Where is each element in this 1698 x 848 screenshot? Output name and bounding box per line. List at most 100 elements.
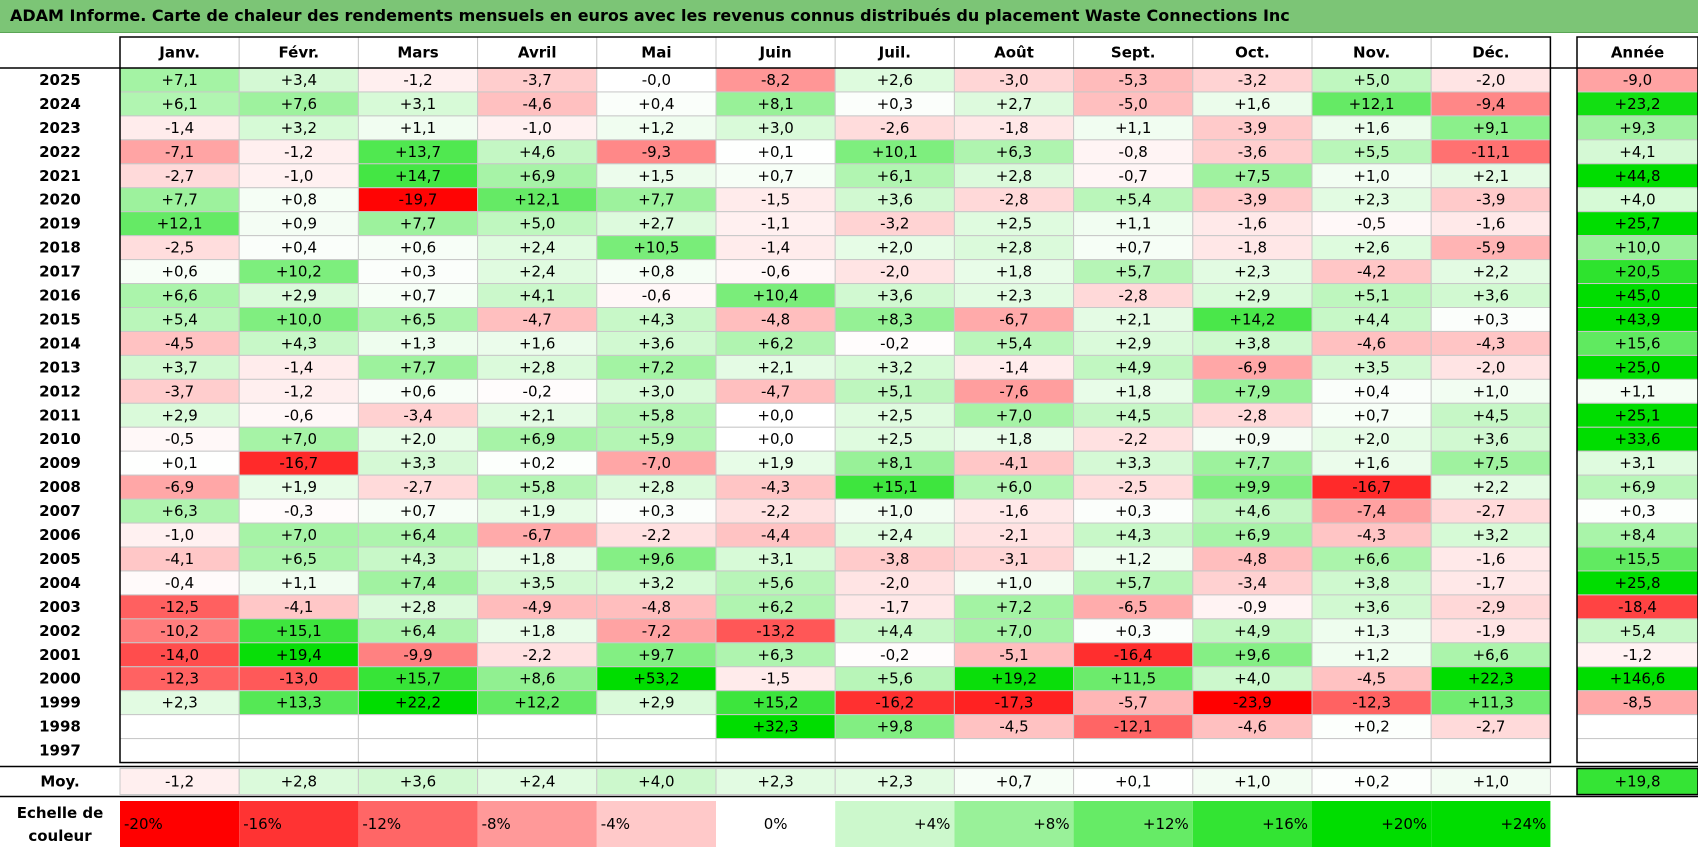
heatmap-cell-value: +2,1 bbox=[1115, 310, 1151, 328]
month-header: Avril bbox=[518, 44, 557, 62]
heatmap-cell-value: -3,4 bbox=[1238, 574, 1267, 592]
avg-cell-value: +0,1 bbox=[1115, 773, 1151, 791]
heatmap-cell-value: -4,9 bbox=[523, 598, 552, 616]
heatmap-cell-value: +2,0 bbox=[400, 430, 436, 448]
heatmap-cell-value: -3,6 bbox=[1238, 143, 1267, 161]
heatmap-cell-value: +4,5 bbox=[1473, 406, 1509, 424]
heatmap-cell-value: -1,1 bbox=[761, 215, 790, 233]
heatmap-cell-value: -12,3 bbox=[1352, 694, 1391, 712]
annual-cell-value: +1,1 bbox=[1619, 382, 1655, 400]
annual-cell-value: +33,6 bbox=[1615, 430, 1661, 448]
heatmap-cell-value: +0,7 bbox=[400, 502, 436, 520]
annual-cell-value: +146,6 bbox=[1610, 670, 1666, 688]
heatmap-cell-value: -2,8 bbox=[1238, 406, 1267, 424]
avg-cell-value: +2,3 bbox=[757, 773, 793, 791]
heatmap-cell-value: +1,0 bbox=[1473, 382, 1509, 400]
year-label: 2002 bbox=[39, 622, 81, 640]
heatmap-cell-value: +2,6 bbox=[877, 71, 913, 89]
heatmap-cell-value: +1,2 bbox=[1115, 550, 1151, 568]
heatmap-cell-value: +1,6 bbox=[1353, 454, 1389, 472]
heatmap-cell-value: +13,7 bbox=[395, 143, 441, 161]
heatmap-cell-value: +1,1 bbox=[1115, 215, 1151, 233]
year-label: 2018 bbox=[39, 239, 81, 257]
month-header-cell bbox=[119, 36, 240, 69]
annual-cell-value: +25,1 bbox=[1615, 406, 1661, 424]
heatmap-cell-value: +2,3 bbox=[161, 694, 197, 712]
year-label: 2015 bbox=[39, 310, 81, 328]
heatmap-cell-value: -2,0 bbox=[1476, 358, 1505, 376]
heatmap-cell-value: +1,9 bbox=[757, 454, 793, 472]
heatmap-cell-value: +4,9 bbox=[1234, 622, 1270, 640]
avg-cell-value: +3,6 bbox=[400, 773, 436, 791]
heatmap-cell-value: -2,7 bbox=[1476, 502, 1505, 520]
month-header: Mars bbox=[397, 44, 438, 62]
heatmap-cell bbox=[596, 738, 717, 764]
heatmap-cell-value: +0,9 bbox=[281, 215, 317, 233]
month-header: Sept. bbox=[1111, 44, 1156, 62]
heatmap-cell-value: -0,2 bbox=[880, 646, 909, 664]
avg-cell bbox=[596, 768, 717, 796]
heatmap-cell-value: +4,6 bbox=[1234, 502, 1270, 520]
heatmap-cell-value: +5,1 bbox=[877, 382, 913, 400]
heatmap-cell-value: +1,5 bbox=[638, 167, 674, 185]
heatmap-cell-value: +1,2 bbox=[1353, 646, 1389, 664]
heatmap-cell-value: +4,6 bbox=[519, 143, 555, 161]
heatmap-cell-value: +13,3 bbox=[276, 694, 322, 712]
heatmap-cell-value: -1,4 bbox=[284, 358, 313, 376]
scale-swatch-label: +4% bbox=[914, 815, 950, 833]
heatmap-cell-value: +0,3 bbox=[638, 502, 674, 520]
annual-cell-value: -8,5 bbox=[1623, 694, 1652, 712]
heatmap-cell-value: -0,5 bbox=[165, 430, 194, 448]
heatmap-cell-value: +1,1 bbox=[400, 119, 436, 137]
heatmap-cell-value: +22,3 bbox=[1468, 670, 1514, 688]
year-label: 1997 bbox=[39, 742, 81, 760]
heatmap-cell-value: +5,7 bbox=[1115, 574, 1151, 592]
avg-cell bbox=[119, 768, 240, 796]
year-label: 2000 bbox=[39, 670, 81, 688]
annual-cell-value: +45,0 bbox=[1615, 287, 1661, 305]
heatmap-cell-value: +3,3 bbox=[1115, 454, 1151, 472]
scale-swatch bbox=[1073, 801, 1193, 847]
heatmap-cell-value: -2,8 bbox=[999, 191, 1028, 209]
year-label: 2011 bbox=[39, 406, 81, 424]
scale-swatch-label: +12% bbox=[1143, 815, 1189, 833]
heatmap-cell-value: -0,3 bbox=[284, 502, 313, 520]
heatmap-cell-value: -3,2 bbox=[880, 215, 909, 233]
heatmap-cell-value: +0,3 bbox=[1115, 502, 1151, 520]
heatmap-cell-value: +1,8 bbox=[996, 263, 1032, 281]
month-header: Mai bbox=[641, 44, 671, 62]
scale-label: Echelle de bbox=[17, 804, 104, 822]
heatmap-cell-value: -7,2 bbox=[642, 622, 671, 640]
heatmap-cell-value: +2,3 bbox=[996, 287, 1032, 305]
year-label: 2001 bbox=[39, 646, 81, 664]
month-header-cell bbox=[834, 36, 955, 69]
heatmap-cell-value: +4,4 bbox=[877, 622, 913, 640]
heatmap-cell-value: -1,2 bbox=[284, 143, 313, 161]
month-header: Janv. bbox=[158, 44, 200, 62]
avg-cell-value: +2,4 bbox=[519, 773, 555, 791]
heatmap-cell-value: +6,6 bbox=[1473, 646, 1509, 664]
heatmap-cell-value: +2,0 bbox=[1353, 430, 1389, 448]
heatmap-cell-value: +0,3 bbox=[400, 263, 436, 281]
heatmap-cell-value: +7,5 bbox=[1473, 454, 1509, 472]
annual-cell-value: +0,3 bbox=[1619, 502, 1655, 520]
scale-swatch bbox=[1192, 801, 1312, 847]
heatmap-cell-value: +4,3 bbox=[1115, 526, 1151, 544]
heatmap-cell-value: +5,6 bbox=[757, 574, 793, 592]
heatmap-cell-value: -3,8 bbox=[880, 550, 909, 568]
heatmap-cell-value: +2,9 bbox=[281, 287, 317, 305]
heatmap-cell-value: -1,4 bbox=[165, 119, 194, 137]
heatmap-cell-value: +12,1 bbox=[514, 191, 560, 209]
annual-cell-value: -9,0 bbox=[1623, 71, 1652, 89]
heatmap-cell-value: -7,6 bbox=[999, 382, 1028, 400]
avg-cell-value: +0,2 bbox=[1353, 773, 1389, 791]
year-label: 2005 bbox=[39, 550, 81, 568]
annual-cell-value: +15,5 bbox=[1615, 550, 1661, 568]
scale-swatch bbox=[835, 801, 955, 847]
heatmap-cell-value: +5,0 bbox=[1353, 71, 1389, 89]
heatmap-cell-value: -16,7 bbox=[1352, 478, 1391, 496]
year-label: 2012 bbox=[39, 382, 81, 400]
heatmap-cell-value: -5,0 bbox=[1119, 95, 1148, 113]
avg-cell-value: -1,2 bbox=[165, 773, 194, 791]
heatmap-cell-value: +3,5 bbox=[519, 574, 555, 592]
